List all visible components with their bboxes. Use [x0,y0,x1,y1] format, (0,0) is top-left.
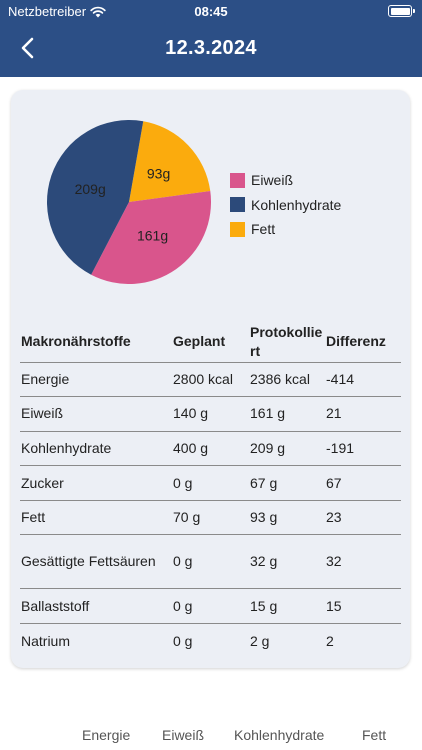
table-row: Ballaststoff 0 g 15 g 15 [20,588,401,625]
row-logged: 2386 kcal [249,362,325,398]
row-name: Natrium [21,632,71,649]
legend-swatch-fat [230,221,245,237]
row-diff: 32 [325,534,401,590]
row-planned: 0 g [172,465,249,501]
nav-header: Netzbetreiber 08:45 12.3.2024 [0,0,422,77]
battery-icon [388,5,415,17]
row-logged: 93 g [249,500,325,536]
macro-table: Makronährstoffe Geplant Protokolliert Di… [20,322,401,658]
header-planned: Geplant [172,322,249,363]
row-planned: 0 g [173,632,193,649]
row-logged: 209 g [249,431,325,467]
pie-label-protein: 161g [137,228,168,244]
legend-swatch-protein [230,172,245,188]
pie-slice-carbs [47,120,144,275]
carrier-label: Netzbetreiber [8,4,87,19]
legend-item-carbs: Kohlenhydrate [230,193,341,218]
row-name: Gesättigte Fettsäuren [20,534,172,590]
row-name: Energie [20,362,172,398]
row-planned: 0 g [172,588,249,625]
row-diff: 21 [325,396,401,432]
row-diff: 67 [325,465,401,501]
tab-fett[interactable]: Fett [362,727,387,743]
tab-energie[interactable]: Energie [82,727,131,743]
bottom-tab-bar: Energie Eiweiß Kohlenhydrate Fett [0,727,422,747]
row-planned: 0 g [172,534,249,590]
legend-label-protein: Eiweiß [251,172,294,189]
header-nutrient: Makronährstoffe [20,322,172,363]
nutrition-card: 93g 161g 209g Eiweiß Kohlenhydrate Fett Ma… [11,90,410,668]
table-header-row: Makronährstoffe Geplant Protokolliert Di… [20,322,401,363]
row-diff: -414 [325,362,401,398]
row-logged: 67 g [249,465,325,501]
pie-slice-protein [91,191,211,284]
row-logged: 15 g [249,588,325,625]
header-logged: Protokolliert [249,322,325,363]
row-logged: 2 g [250,632,270,649]
row-planned: 400 g [172,431,249,467]
row-diff: -191 [325,431,401,467]
pie-label-carbs: 209g [75,181,106,197]
row-planned: 70 g [172,500,249,536]
legend-item-protein: Eiweiß [230,168,341,193]
row-name: Zucker [20,465,172,501]
row-name: Kohlenhydrate [20,431,172,467]
row-diff: 15 [325,588,401,625]
macro-pie-chart: 93g 161g 209g [47,120,211,284]
table-row: Eiweiß 140 g 161 g 21 [20,396,401,432]
table-row: Gesättigte Fettsäuren 0 g 32 g 32 [20,534,401,590]
row-diff: 2 [326,632,334,649]
legend-label-fat: Fett [251,221,276,238]
legend-label-carbs: Kohlenhydrate [251,196,342,213]
row-diff: 23 [325,500,401,536]
table-row: Zucker 0 g 67 g 67 [20,465,401,501]
table-row: Fett 70 g 93 g 23 [20,500,401,536]
pie-label-fat: 93g [147,166,170,182]
tab-kohlenhydrate[interactable]: Kohlenhydrate [234,727,325,743]
pie-slice-fat [129,121,211,202]
back-icon[interactable] [14,34,42,62]
chart-legend: Eiweiß Kohlenhydrate Fett [230,168,341,242]
table-row: Natrium 0 g 2 g 2 [20,624,401,659]
header-difference: Differenz [325,322,401,363]
page-title: 12.3.2024 [165,37,257,59]
wifi-icon [90,6,106,17]
row-planned: 140 g [172,396,249,432]
row-logged: 161 g [249,396,325,432]
table-row: Energie 2800 kcal 2386 kcal -414 [20,362,401,398]
row-name: Eiweiß [20,396,172,432]
row-logged: 32 g [249,534,325,590]
status-bar: Netzbetreiber 08:45 [0,0,422,22]
legend-item-fat: Fett [230,217,341,242]
tab-eiweiss[interactable]: Eiweiß [162,727,205,743]
row-name: Ballaststoff [20,588,172,625]
status-time: 08:45 [194,4,228,19]
row-name: Fett [20,500,172,536]
table-row: Kohlenhydrate 400 g 209 g -191 [20,431,401,467]
carrier: Netzbetreiber [8,4,106,19]
legend-swatch-carbs [230,197,245,213]
row-planned: 2800 kcal [172,362,249,398]
